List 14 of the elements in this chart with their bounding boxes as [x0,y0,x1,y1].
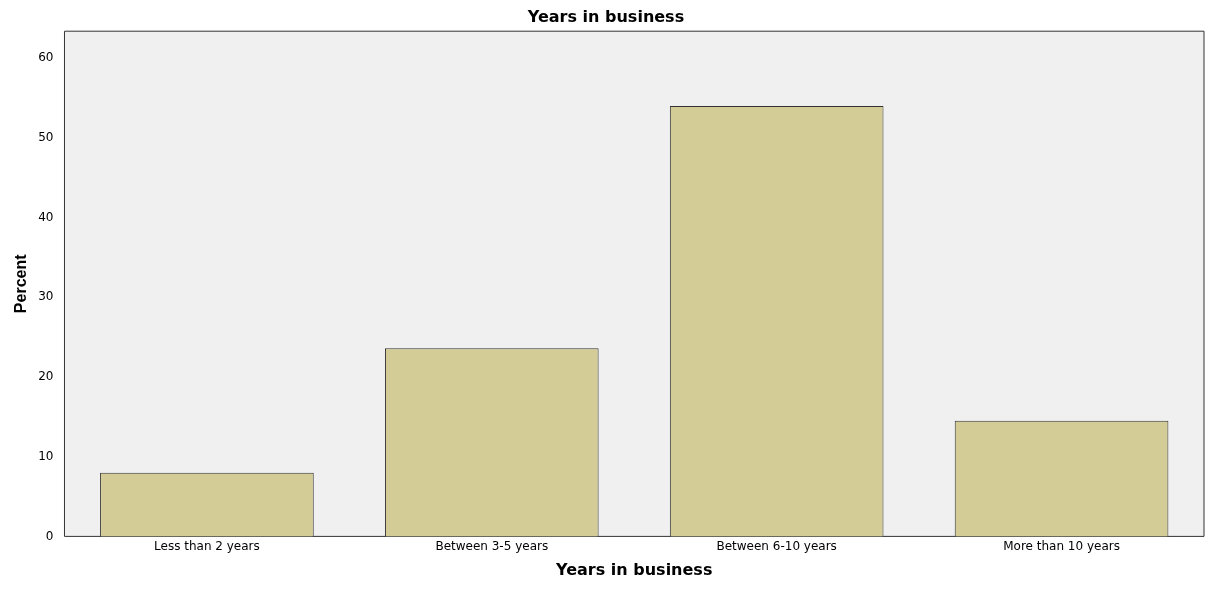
y-tick-label: 30 [38,289,54,304]
x-tick-label: More than 10 years [1003,538,1120,553]
chart-title: Years in business [526,6,685,26]
y-axis-title: Percent [12,253,30,314]
y-tick-label: 20 [38,369,54,384]
y-tick-label: 40 [38,209,54,224]
y-tick-label: 10 [38,448,54,463]
x-tick-label: Between 6-10 years [716,538,837,553]
y-tick-label: 60 [38,50,54,65]
x-axis-title: Years in business [555,559,713,579]
x-tick-label: Less than 2 years [154,538,260,553]
y-tick-label: 50 [38,130,54,145]
y-tick-label: 0 [45,528,54,543]
x-tick-label: Between 3-5 years [435,538,549,553]
